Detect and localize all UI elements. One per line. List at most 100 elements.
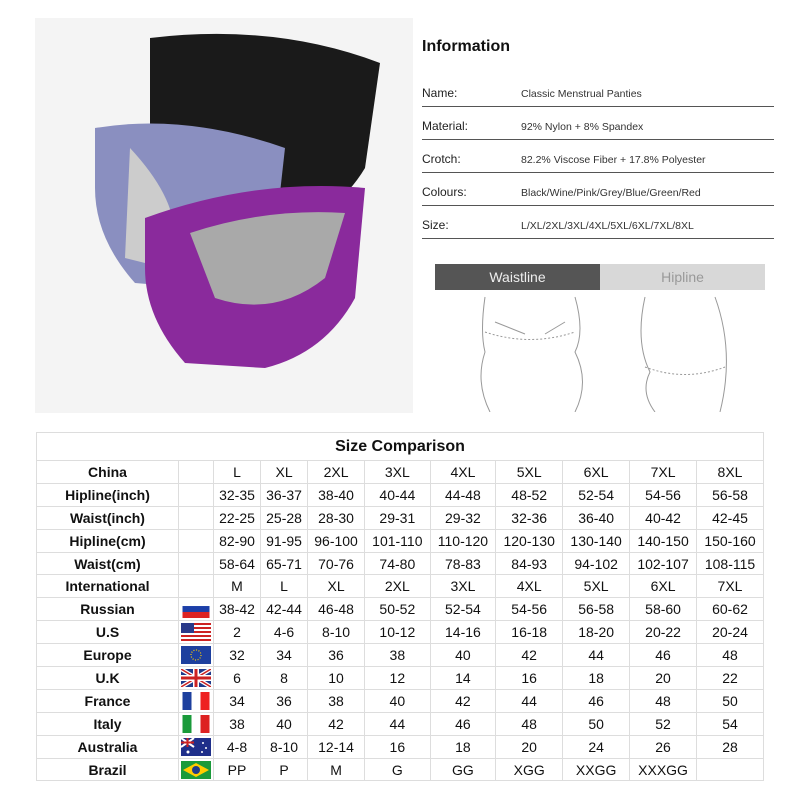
information-title: Information	[422, 38, 510, 55]
size-cell: 42	[429, 688, 497, 713]
size-cell: 20-22	[629, 620, 698, 645]
size-cell: 54	[696, 711, 764, 736]
table-row: Waist(cm) 58-64 65-71 70-76 74-80 78-83 84-93 9…	[36, 551, 764, 576]
brazil-flag-icon	[181, 760, 211, 779]
flag-cell	[178, 551, 214, 576]
size-cell: 78-83	[429, 551, 497, 576]
flag-cell	[178, 574, 214, 599]
table-row: Italy 38 40 42 44 46 48 50 52 54	[36, 711, 764, 736]
size-cell: 16	[364, 734, 431, 759]
size-cell: 84-93	[495, 551, 564, 576]
row-label: U.K	[36, 666, 179, 690]
size-cell: 5XL	[495, 460, 564, 484]
size-cell: 91-95	[260, 528, 309, 553]
size-cell: 14-16	[429, 620, 497, 645]
size-cell: 16	[495, 666, 564, 690]
size-cell: 48-52	[495, 482, 564, 507]
size-cell: 56-58	[696, 482, 764, 507]
size-cell: 56-58	[562, 597, 631, 622]
row-label: Europe	[36, 643, 179, 668]
flag-cell	[178, 757, 214, 782]
size-cell: 14	[429, 666, 497, 690]
size-cell: 52-54	[429, 597, 497, 622]
table-row: Europe 32 34 36 38 40 42 44 46 48	[36, 643, 764, 668]
table-row: France 34 36 38 40 42 44 46 48 50	[36, 688, 764, 713]
row-label: Waist(inch)	[36, 505, 179, 530]
flag-cell	[178, 734, 214, 759]
size-cell	[696, 757, 764, 782]
australia-flag-icon	[181, 737, 211, 756]
row-label: U.S	[36, 620, 179, 645]
flag-cell	[178, 620, 214, 645]
italy-flag-icon	[181, 714, 211, 733]
size-cell: 44-48	[429, 482, 497, 507]
row-label: Waist(cm)	[36, 551, 179, 576]
row-label: International	[36, 574, 179, 599]
size-cell: 6	[212, 666, 262, 690]
size-cell: 8XL	[696, 460, 764, 484]
size-cell: 102-107	[629, 551, 698, 576]
size-cell: 7XL	[629, 460, 698, 484]
size-cell: 48	[629, 688, 698, 713]
size-cell: 20-24	[696, 620, 764, 645]
usa-flag-icon	[181, 623, 211, 642]
measure-tabs: Waistline Hipline	[435, 264, 765, 290]
table-row: Russian 38-42 42-44 46-48 50-52 52-54 54-56 56-…	[36, 597, 764, 622]
size-cell: 4XL	[429, 460, 497, 484]
tab-waistline[interactable]: Waistline	[435, 264, 600, 290]
size-cell: 36	[307, 643, 366, 668]
info-label: Name:	[422, 86, 458, 100]
size-cell: 70-76	[307, 551, 366, 576]
size-cell: 54-56	[495, 597, 564, 622]
size-cell: 44	[562, 643, 631, 668]
size-cell: 60-62	[696, 597, 764, 622]
info-row: Crotch: 82.2% Viscose Fiber + 17.8% Polye…	[422, 140, 774, 173]
uk-flag-icon	[181, 669, 211, 688]
size-cell: 20	[495, 734, 564, 759]
size-cell: 2	[212, 620, 262, 645]
size-cell: 48	[696, 643, 764, 668]
size-cell: 22-25	[212, 505, 262, 530]
size-cell: 28-30	[307, 505, 366, 530]
info-value: L/XL/2XL/3XL/4XL/5XL/6XL/7XL/8XL	[521, 220, 694, 232]
size-cell: 46-48	[307, 597, 366, 622]
table-row: Brazil PP P M G GG XGG XXGG XXXGG	[36, 757, 764, 782]
size-cell: 10-12	[364, 620, 431, 645]
info-value: Black/Wine/Pink/Grey/Blue/Green/Red	[521, 187, 701, 199]
size-cell: 42	[307, 711, 366, 736]
size-cell: 7XL	[696, 574, 764, 599]
size-cell: 40-44	[364, 482, 431, 507]
size-cell: 8	[260, 666, 309, 690]
size-cell: GG	[429, 757, 497, 782]
flag-cell	[178, 460, 214, 484]
size-cell: 40	[260, 711, 309, 736]
size-cell: 50	[696, 688, 764, 713]
flag-cell	[178, 482, 214, 507]
size-cell: 38	[212, 711, 262, 736]
size-cell: 58-64	[212, 551, 262, 576]
table-row: U.K 6 8 10 12 14 16 18 20 22	[36, 666, 764, 690]
size-cell: 29-31	[364, 505, 431, 530]
size-cell: 6XL	[629, 574, 698, 599]
size-cell: 5XL	[562, 574, 631, 599]
size-cell: 120-130	[495, 528, 564, 553]
size-cell: 94-102	[562, 551, 631, 576]
size-cell: 52	[629, 711, 698, 736]
info-label: Colours:	[422, 185, 467, 199]
flag-cell	[178, 688, 214, 713]
size-cell: XL	[260, 460, 309, 484]
flag-cell	[178, 597, 214, 622]
tab-hipline[interactable]: Hipline	[600, 264, 765, 290]
size-cell: PP	[212, 757, 262, 782]
size-cell: 2XL	[307, 460, 366, 484]
eu-flag-icon	[181, 646, 211, 665]
info-row: Size: L/XL/2XL/3XL/4XL/5XL/6XL/7XL/8XL	[422, 206, 774, 239]
information-panel: Information Name: Classic Menstrual Panti…	[422, 38, 774, 239]
size-cell: 10	[307, 666, 366, 690]
size-cell: 36-37	[260, 482, 309, 507]
size-cell: 38-42	[212, 597, 262, 622]
table-row: Waist(inch) 22-25 25-28 28-30 29-31 29-32 32-3…	[36, 505, 764, 530]
size-cell: 74-80	[364, 551, 431, 576]
info-value: Classic Menstrual Panties	[521, 88, 642, 100]
size-cell: 32-36	[495, 505, 564, 530]
